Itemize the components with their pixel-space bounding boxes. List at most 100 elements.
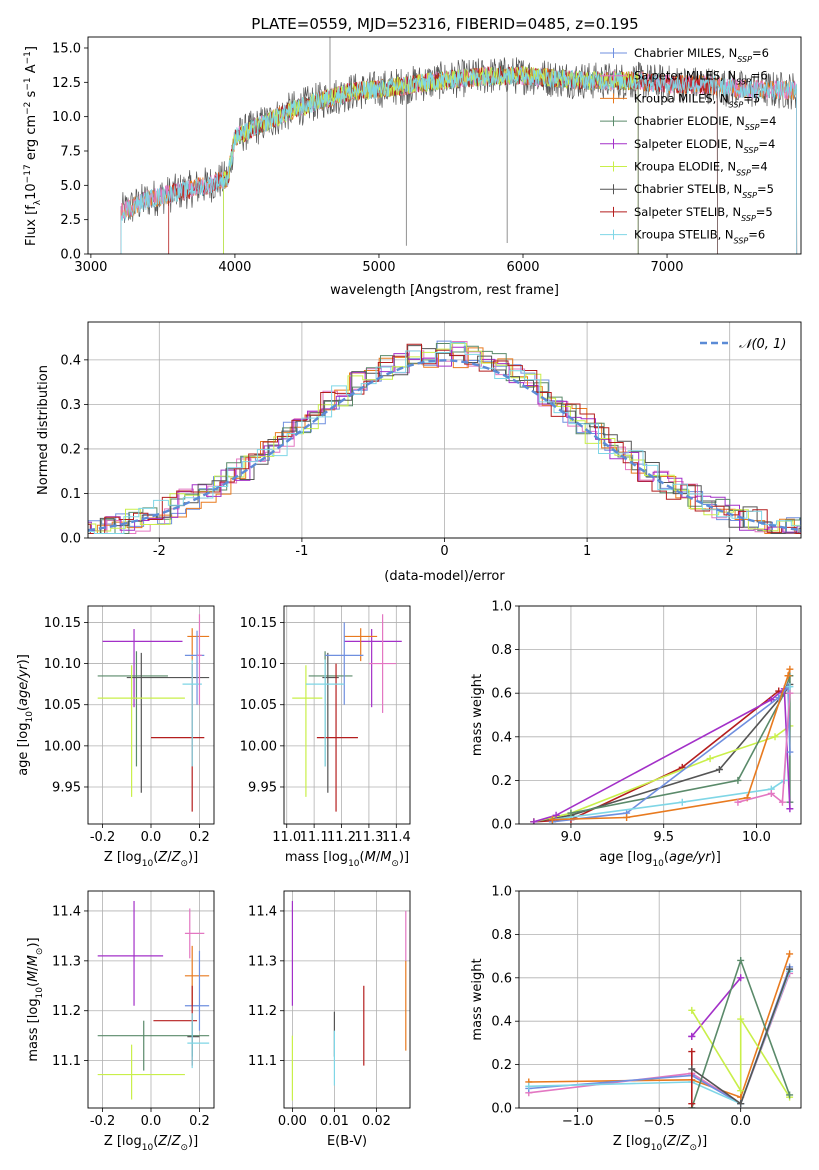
weight-point-marker [784, 672, 792, 680]
axes-frame [87, 605, 215, 825]
y-tick-label: 11.3 [52, 954, 81, 969]
x-tick-label: 6000 [506, 260, 539, 275]
plot-area [97, 614, 210, 812]
weight-vs-age-panel: 9.0 9.5 10.0 0.0 0.2 0.4 0.6 0.8 1.0 age [log10(a… [470, 600, 802, 869]
y-tick-label: 15.0 [52, 41, 81, 56]
y-tick-label: 10.00 [240, 739, 277, 754]
x-axis-label: age [log10(age/yr)] [599, 850, 721, 869]
weight-point-marker [767, 696, 775, 704]
y-tick-label: 10.15 [44, 616, 81, 631]
x-tick-label: 9.5 [653, 830, 674, 845]
mass-vs-ebv-panel: 0.00 0.01 0.02 11.1 11.2 11.3 11.4 E(B-V) [248, 890, 411, 1149]
weight-point-marker [734, 798, 742, 806]
legend-label: Kroupa MILES, NSSP=5 [634, 91, 760, 109]
x-tick-label: 0.2 [189, 830, 210, 845]
x-tick-label: -0.2 [90, 1114, 115, 1129]
x-tick-label: 11.2 [327, 830, 356, 845]
weight-series-line [533, 684, 791, 823]
y-tick-label: 0.2 [491, 774, 512, 789]
y-tick-label: 7.5 [60, 144, 81, 159]
y-tick-label: 11.4 [52, 904, 81, 919]
y-tick-label: 2.5 [60, 213, 81, 228]
y-tick-label: 9.95 [52, 780, 81, 795]
weight-point-marker [525, 1082, 533, 1090]
plot-area [530, 665, 794, 824]
y-tick-label: 5.0 [60, 179, 81, 194]
y-tick-label: 0.0 [60, 248, 81, 263]
axes-frame [518, 890, 802, 1109]
plot-area [292, 614, 402, 812]
spectrum-model-line [120, 66, 798, 254]
y-tick-label: 1.0 [491, 600, 512, 615]
spectrum-panel: 3000 4000 5000 6000 7000 0.0 2.5 5.0 7.5 10.0 12.5… [23, 36, 802, 298]
y-tick-label: 0.6 [491, 971, 512, 986]
plot-area [88, 340, 801, 534]
figure-title: PLATE=0559, MJD=52316, FIBERID=0485, z=0… [251, 15, 638, 33]
y-tick-label: 10.00 [44, 739, 81, 754]
weight-point-marker [567, 809, 575, 817]
axes-frame [283, 605, 411, 825]
axes-frame [87, 890, 215, 1109]
weight-point-marker [737, 1015, 745, 1023]
weight-point-marker [623, 813, 631, 821]
weight-series-line [691, 977, 742, 1037]
y-tick-label: 0.8 [491, 643, 512, 658]
x-tick-label: 1 [583, 544, 591, 559]
plot-area [291, 900, 407, 1101]
weight-point-marker [688, 1006, 696, 1014]
axes-frame [518, 605, 802, 825]
plot-area [97, 900, 210, 1100]
normal-reference-curve [88, 359, 801, 532]
x-tick-label: −0.5 [643, 1114, 675, 1129]
weight-point-marker [737, 974, 745, 982]
y-tick-label: 0.2 [60, 442, 81, 457]
weight-point-marker [548, 816, 556, 824]
age-vs-metallicity-panel: -0.2 0.0 0.2 9.95 10.00 10.05 10.10 10.15 Z [log… [16, 605, 215, 869]
y-tick-label: 10.10 [44, 657, 81, 672]
weight-point-marker [786, 965, 794, 973]
weight-point-marker [715, 766, 723, 773]
y-axis-label: mass [log10(M/M⊙)] [26, 937, 45, 1061]
weight-point-marker [737, 1100, 745, 1108]
legend-label: Salpeter ELODIE, NSSP=4 [634, 137, 775, 155]
x-tick-label: 0.2 [189, 1114, 210, 1129]
y-axis-label: Flux [fλ10−17 erg cm−2 s−1 A−1] [23, 46, 43, 246]
weight-point-marker [706, 755, 714, 763]
plot-area [120, 37, 798, 254]
weight-point-marker [678, 798, 686, 806]
y-axis-label: Normed distribution [36, 365, 51, 495]
x-axis-label: mass [log10(M/M⊙)] [285, 850, 409, 869]
age-vs-mass-panel: 11.011.111.211.311.4 9.95 10.00 10.05 10.10 1… [240, 605, 411, 869]
y-tick-label: 9.95 [248, 780, 277, 795]
plot-area [525, 950, 794, 1108]
y-tick-label: 0.8 [491, 928, 512, 943]
axes-frame [283, 890, 411, 1109]
y-tick-label: 10.15 [240, 616, 277, 631]
y-axis-label: age [log10(age/yr)] [16, 654, 35, 776]
weight-point-marker [688, 1065, 696, 1073]
x-tick-label: 11.3 [354, 830, 383, 845]
y-tick-label: 10.0 [52, 110, 81, 125]
y-tick-label: 11.3 [248, 954, 277, 969]
x-tick-label: 7000 [650, 260, 683, 275]
y-tick-label: 11.4 [248, 904, 277, 919]
weight-series-line [691, 1009, 791, 1098]
y-tick-label: 10.05 [240, 698, 277, 713]
y-tick-label: 0.3 [60, 398, 81, 413]
y-tick-label: 11.2 [248, 1004, 277, 1019]
residual-histogram [88, 346, 801, 533]
x-tick-label: 0.00 [278, 1114, 307, 1129]
residuals-panel: -2 -1 0 1 2 0.0 0.1 0.2 0.3 0.4 𝒩(0, 1) (data-model… [36, 321, 802, 584]
y-tick-label: 10.10 [240, 657, 277, 672]
weight-point-marker [786, 748, 794, 756]
x-tick-label: 2 [726, 544, 734, 559]
residual-histogram [88, 347, 801, 534]
x-tick-label: 0.0 [141, 830, 162, 845]
legend-label: Chabrier MILES, NSSP=6 [634, 46, 769, 64]
residual-histogram [88, 342, 801, 534]
x-tick-label: 0 [440, 544, 448, 559]
y-tick-label: 0.4 [491, 1015, 512, 1030]
axes-frame [87, 36, 802, 255]
x-axis-label: E(B-V) [327, 1134, 367, 1149]
weight-point-marker [552, 811, 560, 819]
